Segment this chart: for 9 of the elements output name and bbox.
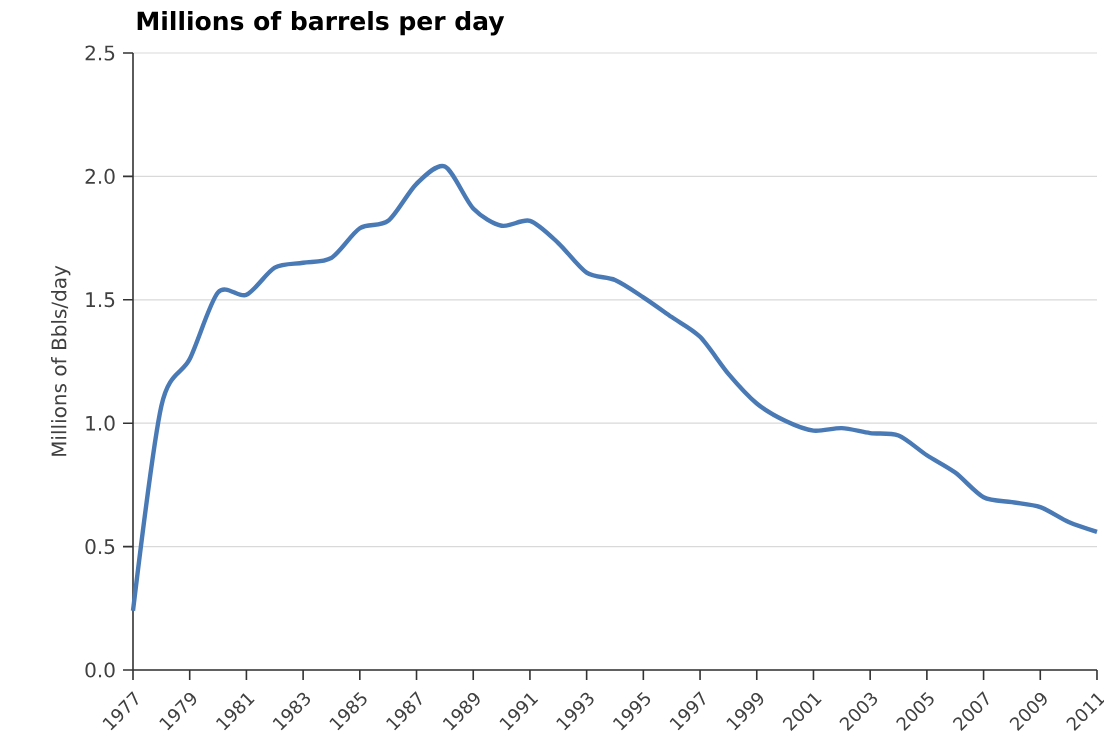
y-tick-label: 1.0 bbox=[86, 415, 115, 431]
y-axis-title: Millions of Bbls/day bbox=[51, 265, 71, 456]
y-tick-label: 2.5 bbox=[85, 45, 115, 61]
y-tick-label: 1.5 bbox=[86, 292, 115, 308]
chart-title: Millions of barrels per day bbox=[137, 10, 505, 36]
y-tick-label: 0.5 bbox=[85, 539, 115, 555]
y-tick-label: 0.0 bbox=[85, 662, 115, 678]
line-series bbox=[130, 164, 1100, 613]
y-tick-label: 2.0 bbox=[85, 168, 115, 184]
